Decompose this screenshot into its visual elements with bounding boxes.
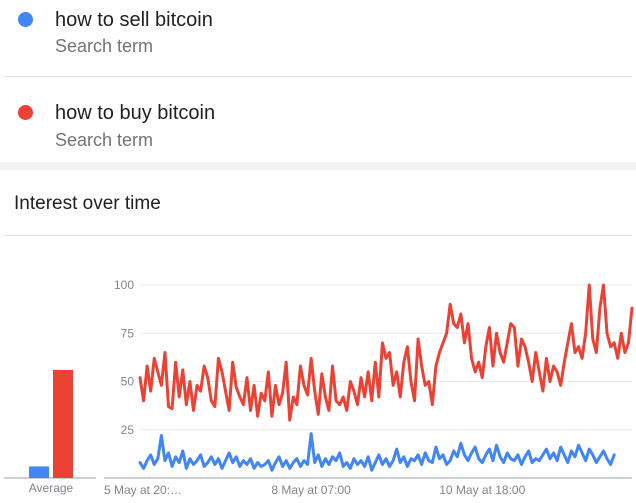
term-divider: [4, 76, 632, 77]
search-term-name: how to sell bitcoin: [55, 9, 213, 31]
section-title: Interest over time: [14, 193, 161, 214]
search-term-1[interactable]: how to sell bitcoin Search term: [0, 0, 636, 70]
average-bar: [29, 466, 49, 478]
series-line: [138, 283, 634, 422]
x-tick-label: 5 May at 20:…: [104, 483, 182, 497]
search-term-subtitle: Search term: [55, 36, 154, 56]
y-tick-label: 100: [114, 278, 134, 292]
y-tick-label: 25: [121, 423, 135, 437]
x-tick-label: 10 May at 18:00: [439, 483, 525, 497]
section-separator: [0, 162, 636, 170]
series-color-dot-icon: [18, 12, 33, 27]
average-label: Average: [29, 481, 74, 495]
search-term-2[interactable]: how to buy bitcoin Search term: [0, 92, 636, 162]
series-color-dot-icon: [18, 105, 33, 120]
x-tick-label: 8 May at 07:00: [271, 483, 351, 497]
y-tick-label: 50: [121, 375, 135, 389]
y-tick-label: 75: [121, 326, 135, 340]
title-divider: [4, 235, 632, 236]
search-term-name: how to buy bitcoin: [55, 102, 216, 124]
series-line: [138, 432, 616, 472]
average-bar: [53, 369, 73, 478]
search-term-subtitle: Search term: [55, 130, 154, 150]
